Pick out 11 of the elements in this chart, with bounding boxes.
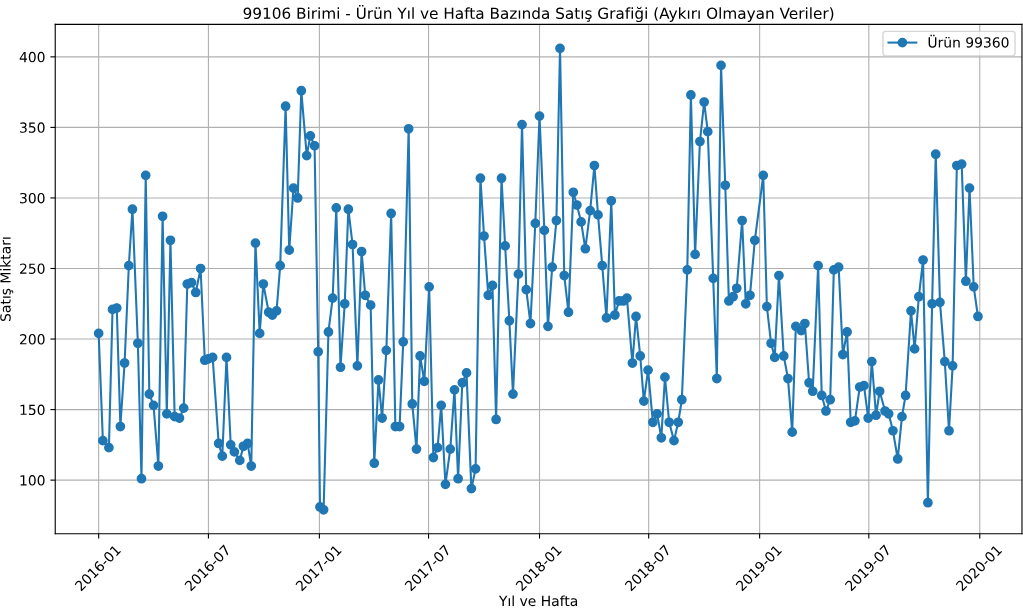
- y-tick-label: 250: [20, 263, 45, 274]
- chart-title: 99106 Birimi - Ürün Yıl ve Hafta Bazında Satış Grafiği (Aykırı Olmayan Veriler): [243, 4, 834, 23]
- y-tick-label: 150: [20, 404, 45, 416]
- y-tick-label: 200: [20, 334, 45, 345]
- y-axis-title: Satış Miktarı: [0, 237, 14, 321]
- y-tick-label: 100: [20, 475, 45, 486]
- x-axis-title: Yıl ve Hafta: [498, 595, 578, 607]
- legend-label: Ürün 99360: [928, 34, 1009, 48]
- y-tick-label: 350: [20, 122, 45, 133]
- y-tick-label: 400: [19, 51, 45, 63]
- y-tick-label: 300: [20, 192, 45, 204]
